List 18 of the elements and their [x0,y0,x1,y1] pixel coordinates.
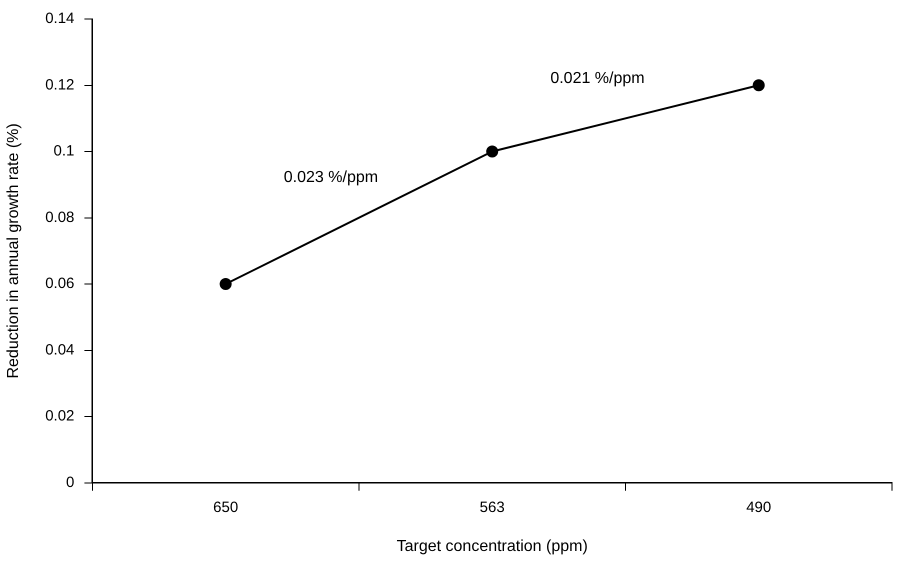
y-tick-label: 0.14 [45,10,74,28]
y-tick-label: 0 [66,474,74,491]
y-tick-label: 0.06 [45,275,74,292]
point [752,79,765,92]
point [220,278,232,290]
y-tick-label: 0.1 [54,142,74,160]
y-tick-label: 0.12 [45,76,74,94]
x-axis-title: Target concentration (ppm) [396,538,588,555]
x-tick-label: 490 [746,498,772,516]
annotation: 0.021 %/ppm [550,70,645,87]
point [486,146,498,158]
y-axis-title: Reduction in annual growth rate (%) [5,123,22,379]
annotation: 0.023 %/ppm [284,169,378,186]
y-tick-label: 0.08 [45,208,74,226]
x-tick-label: 563 [480,498,505,516]
x-tick-label: 650 [213,498,238,516]
y-tick-label: 0.04 [45,341,74,358]
y-tick-label: 0.02 [45,408,74,425]
